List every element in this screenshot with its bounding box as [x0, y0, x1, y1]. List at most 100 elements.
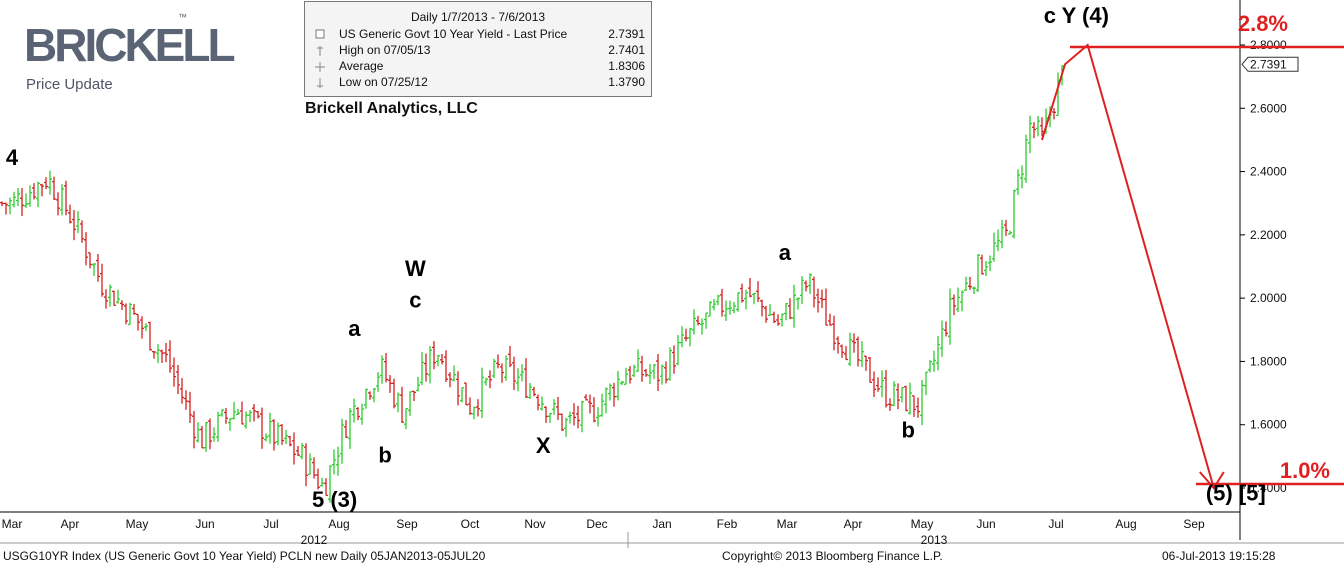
- price-bar: [284, 429, 288, 445]
- price-bar: [724, 300, 728, 321]
- x-tick-label: Jul: [1048, 517, 1063, 531]
- x-tick-label: Oct: [461, 517, 480, 531]
- price-bar: [600, 393, 604, 417]
- x-tick-label: Mar: [2, 517, 23, 531]
- price-bar: [900, 386, 904, 403]
- price-bar: [244, 411, 248, 429]
- price-bar: [492, 358, 496, 378]
- price-bar: [252, 403, 256, 422]
- price-bar: [888, 398, 892, 411]
- price-bar: [792, 284, 796, 328]
- price-bar: [812, 276, 816, 308]
- x-tick-label: Mar: [777, 517, 798, 531]
- x-tick-label: Nov: [524, 517, 545, 531]
- price-bar: [360, 403, 364, 425]
- price-bar: [560, 413, 564, 432]
- price-bar: [24, 193, 28, 208]
- price-bar: [640, 355, 644, 382]
- price-bar: [692, 309, 696, 335]
- price-bar: [332, 449, 336, 475]
- price-bar: [628, 366, 632, 384]
- price-bar: [684, 328, 688, 342]
- price-bar: [660, 364, 664, 385]
- price-bar: [356, 407, 360, 421]
- price-bar: [936, 335, 940, 371]
- price-bar: [864, 355, 868, 371]
- price-bar: [552, 399, 556, 415]
- price-bar: [348, 407, 352, 449]
- price-bar: [28, 185, 32, 207]
- x-tick-label: Jul: [263, 517, 278, 531]
- price-bar: [68, 204, 72, 224]
- price-bar: [212, 427, 216, 442]
- price-bar: [940, 320, 944, 357]
- price-bar: [60, 184, 64, 216]
- price-bar: [624, 367, 628, 385]
- price-bar: [196, 422, 200, 443]
- price-bar: [236, 408, 240, 416]
- price-bar: [796, 297, 800, 310]
- x-tick-label: Apr: [844, 517, 863, 531]
- price-bar: [372, 387, 376, 403]
- price-bar: [544, 406, 548, 423]
- price-bar: [1020, 165, 1024, 189]
- price-bar: [1028, 115, 1032, 154]
- price-bar: [256, 410, 260, 419]
- price-bar: [292, 432, 296, 465]
- price-bar: [16, 187, 20, 206]
- price-bar: [160, 349, 164, 363]
- price-bar: [604, 387, 608, 414]
- price-bar: [272, 419, 276, 451]
- price-bar: [304, 443, 308, 487]
- y-tick-label: 1.6000: [1250, 418, 1287, 432]
- price-bar: [376, 372, 380, 392]
- wave-label: b: [901, 417, 914, 442]
- price-bar: [1004, 219, 1008, 236]
- price-bar: [908, 382, 912, 415]
- wave-label: W: [405, 256, 426, 281]
- price-bar: [432, 341, 436, 370]
- price-bar: [120, 300, 124, 310]
- price-bar: [460, 387, 464, 403]
- price-bar: [64, 180, 68, 216]
- price-bar: [716, 294, 720, 306]
- price-bar: [968, 276, 972, 290]
- price-bar: [516, 368, 520, 392]
- price-bar: [224, 407, 228, 424]
- chart-legend: Daily 1/7/2013 - 7/6/2013 US Generic Gov…: [304, 1, 652, 97]
- price-bars: [0, 65, 1064, 503]
- price-bar: [324, 478, 328, 497]
- x-tick-label: Apr: [61, 517, 80, 531]
- y-tick-label: 2.6000: [1250, 101, 1287, 115]
- price-bar: [648, 363, 652, 385]
- price-bar: [404, 407, 408, 430]
- legend-label: High on 07/05/13: [339, 43, 431, 57]
- price-bar: [1012, 189, 1016, 239]
- price-bar: [416, 376, 420, 392]
- price-bar: [48, 170, 52, 195]
- price-bar: [704, 312, 708, 329]
- price-bar: [392, 378, 396, 409]
- price-bar: [920, 379, 924, 426]
- price-bar: [328, 465, 332, 503]
- price-bar: [312, 457, 316, 479]
- price-bar: [388, 375, 392, 393]
- price-bar: [192, 411, 196, 449]
- price-bar: [504, 355, 508, 381]
- price-bar: [964, 276, 968, 291]
- price-bar: [712, 298, 716, 311]
- price-bar: [780, 313, 784, 327]
- wave-label: c Y (4): [1044, 3, 1109, 28]
- price-bar: [576, 405, 580, 429]
- last-price-label: 2.7391: [1250, 57, 1287, 71]
- wave-label: 4: [6, 145, 19, 170]
- x-tick-label: Jun: [976, 517, 995, 531]
- price-bar: [496, 354, 500, 369]
- price-bar: [140, 316, 144, 339]
- price-bar: [184, 390, 188, 410]
- price-bar: [980, 254, 984, 275]
- price-bar: [92, 263, 96, 276]
- price-bar: [300, 442, 304, 460]
- price-bar: [588, 394, 592, 414]
- projection-path: [1041, 43, 1215, 489]
